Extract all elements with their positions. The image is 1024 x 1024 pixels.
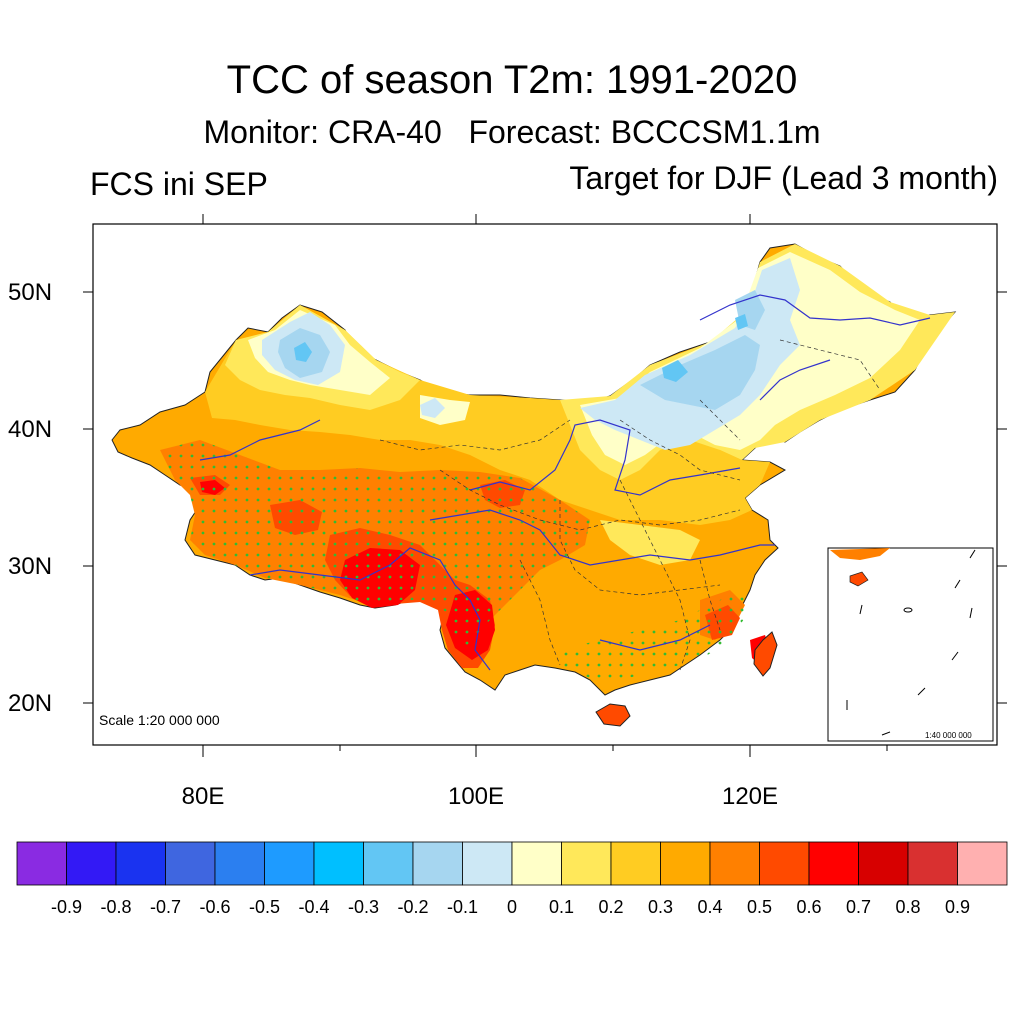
negative-region-northeast [580, 258, 800, 450]
colorbar-tick-label: 0.1 [548, 897, 575, 917]
lon-label-80e: 80E [181, 783, 225, 810]
lon-label-120e: 120E [721, 783, 779, 810]
colorbar-tick-label: -0.4 [298, 897, 330, 917]
plot-subtitle: Monitor: CRA-40 Forecast: BCCCSM1.1m [203, 114, 821, 150]
colorbar-tick-label: 0 [506, 897, 517, 917]
colorbar-swatch [412, 841, 463, 886]
colorbar-tick-label: -0.8 [100, 897, 132, 917]
colorbar-swatch [957, 841, 1008, 886]
colorbar-tick-label: -0.3 [347, 897, 380, 917]
provincial-borders [379, 339, 881, 671]
colorbar-tick-label: 0.7 [845, 897, 872, 917]
colorbar-swatch [660, 841, 711, 886]
inset-scale-label: 1:40 000 000 [925, 731, 972, 740]
negative-region-north-small [420, 398, 445, 418]
colorbar-swatch [313, 841, 364, 886]
colorbar-swatch [462, 841, 513, 886]
colorbar-tick-label: 0.8 [895, 897, 921, 917]
lat-label-40n: 40N [8, 416, 53, 443]
lat-label-20n: 20N [8, 690, 53, 717]
colorbar-tick-label: 0.5 [746, 897, 773, 917]
colorbar [16, 841, 1008, 886]
colorbar-swatch [759, 841, 810, 886]
colorbar-swatch [709, 841, 760, 886]
taiwan-island [753, 631, 778, 677]
lon-label-100e: 100E [447, 783, 505, 810]
colorbar-tick-label: -0.7 [149, 897, 182, 917]
plot-title: TCC of season T2m: 1991-2020 [226, 58, 798, 102]
south-china-sea-inset [827, 547, 994, 742]
colorbar-swatch [363, 841, 414, 886]
colorbar-tick-label: -0.2 [397, 897, 429, 917]
colorbar-swatch [16, 841, 67, 886]
colorbar-swatch [214, 841, 265, 886]
colorbar-tick-label: 0.4 [697, 897, 723, 917]
colorbar-swatch [610, 841, 661, 886]
colorbar-swatch [264, 841, 315, 886]
colorbar-swatch [561, 841, 612, 886]
colorbar-swatch [511, 841, 562, 886]
hainan-island [595, 703, 631, 727]
axis-ticks [83, 214, 1007, 757]
colorbar-swatch [808, 841, 859, 886]
colorbar-tick-label: 0.3 [647, 897, 674, 917]
colorbar-tick-label: -0.9 [50, 897, 83, 917]
colorbar-swatch [66, 841, 117, 886]
initialization-label: FCS ini SEP [90, 166, 268, 202]
negative-region-northwest-core [294, 342, 312, 362]
colorbar-tick-label: 0.2 [598, 897, 624, 917]
significance-stippling [160, 440, 750, 680]
colorbar-swatch [858, 841, 909, 886]
colorbar-swatch [115, 841, 166, 886]
rivers [199, 294, 931, 671]
colorbar-tick-label: 0.6 [796, 897, 822, 917]
colorbar-swatch [907, 841, 958, 886]
negative-region-northeast-core [662, 314, 748, 382]
colorbar-tick-label: -0.1 [446, 897, 479, 917]
colorbar-tick-label: 0.9 [944, 897, 971, 917]
positive-extreme-region [200, 480, 770, 665]
lat-label-30n: 30N [8, 553, 53, 580]
lat-label-50n: 50N [8, 279, 53, 306]
colorbar-swatch [165, 841, 216, 886]
map-scale-label: Scale 1:20 000 000 [99, 712, 220, 728]
colorbar-tick-label: -0.5 [248, 897, 281, 917]
colorbar-tick-label: -0.6 [199, 897, 231, 917]
target-label: Target for DJF (Lead 3 month) [569, 160, 998, 196]
